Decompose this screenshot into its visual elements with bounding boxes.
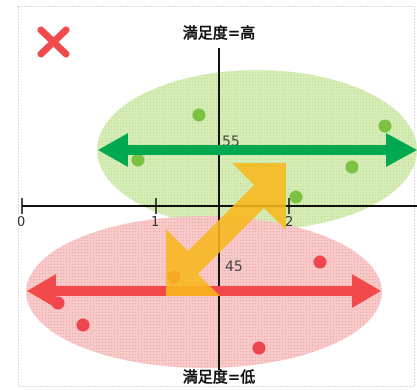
low-dot (313, 255, 327, 269)
high-dot (192, 108, 206, 122)
high-dot (378, 119, 392, 133)
tick-label-2: 2 (285, 215, 293, 230)
tick-label-1: 1 (151, 215, 159, 230)
label-satisfaction-low: 満足度=低 (183, 368, 256, 386)
high-dot (289, 190, 303, 204)
diagonal-double-arrow-icon (166, 163, 286, 296)
label-satisfaction-high: 満足度=高 (183, 24, 256, 42)
low-dot (76, 318, 90, 332)
high-dot (131, 153, 145, 167)
axes (21, 48, 417, 370)
tick-label-0: 0 (17, 215, 25, 230)
high-satisfaction-dots (131, 108, 392, 204)
value-label-low: 45 (225, 259, 243, 275)
high-dot (345, 160, 359, 174)
diagram-frame (18, 6, 415, 387)
close-x-icon[interactable] (37, 26, 70, 58)
high-range-double-arrow (98, 133, 417, 167)
low-dot (252, 341, 266, 355)
